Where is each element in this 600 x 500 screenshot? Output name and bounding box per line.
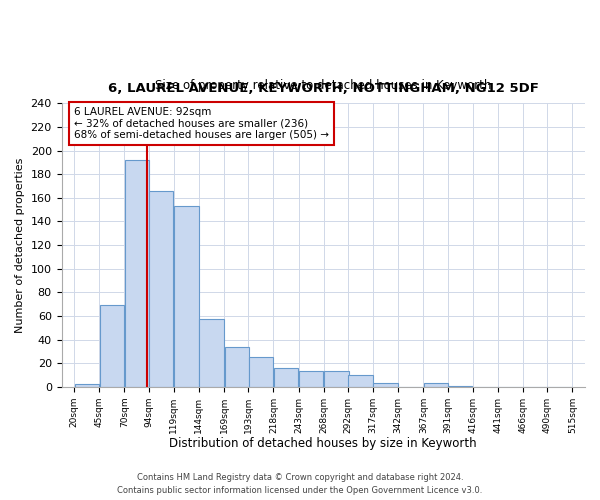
- Bar: [224, 346, 249, 387]
- Text: Contains HM Land Registry data © Crown copyright and database right 2024.: Contains HM Land Registry data © Crown c…: [137, 474, 463, 482]
- Bar: [174, 206, 199, 386]
- Bar: [199, 320, 224, 386]
- Bar: [324, 372, 349, 386]
- Bar: [349, 375, 373, 386]
- Bar: [125, 160, 149, 386]
- Bar: [373, 383, 398, 386]
- Y-axis label: Number of detached properties: Number of detached properties: [15, 158, 25, 333]
- Bar: [299, 372, 323, 386]
- Text: Size of property relative to detached houses in Keyworth: Size of property relative to detached ho…: [155, 79, 491, 92]
- Bar: [424, 383, 448, 386]
- Bar: [274, 368, 298, 386]
- Bar: [149, 191, 173, 386]
- Bar: [248, 357, 273, 386]
- X-axis label: Distribution of detached houses by size in Keyworth: Distribution of detached houses by size …: [169, 437, 477, 450]
- Text: Contains public sector information licensed under the Open Government Licence v3: Contains public sector information licen…: [118, 486, 482, 495]
- Bar: [100, 306, 124, 386]
- Bar: [74, 384, 99, 386]
- Text: 6 LAUREL AVENUE: 92sqm
← 32% of detached houses are smaller (236)
68% of semi-de: 6 LAUREL AVENUE: 92sqm ← 32% of detached…: [74, 107, 329, 140]
- Title: 6, LAUREL AVENUE, KEYWORTH, NOTTINGHAM, NG12 5DF: 6, LAUREL AVENUE, KEYWORTH, NOTTINGHAM, …: [108, 82, 539, 96]
